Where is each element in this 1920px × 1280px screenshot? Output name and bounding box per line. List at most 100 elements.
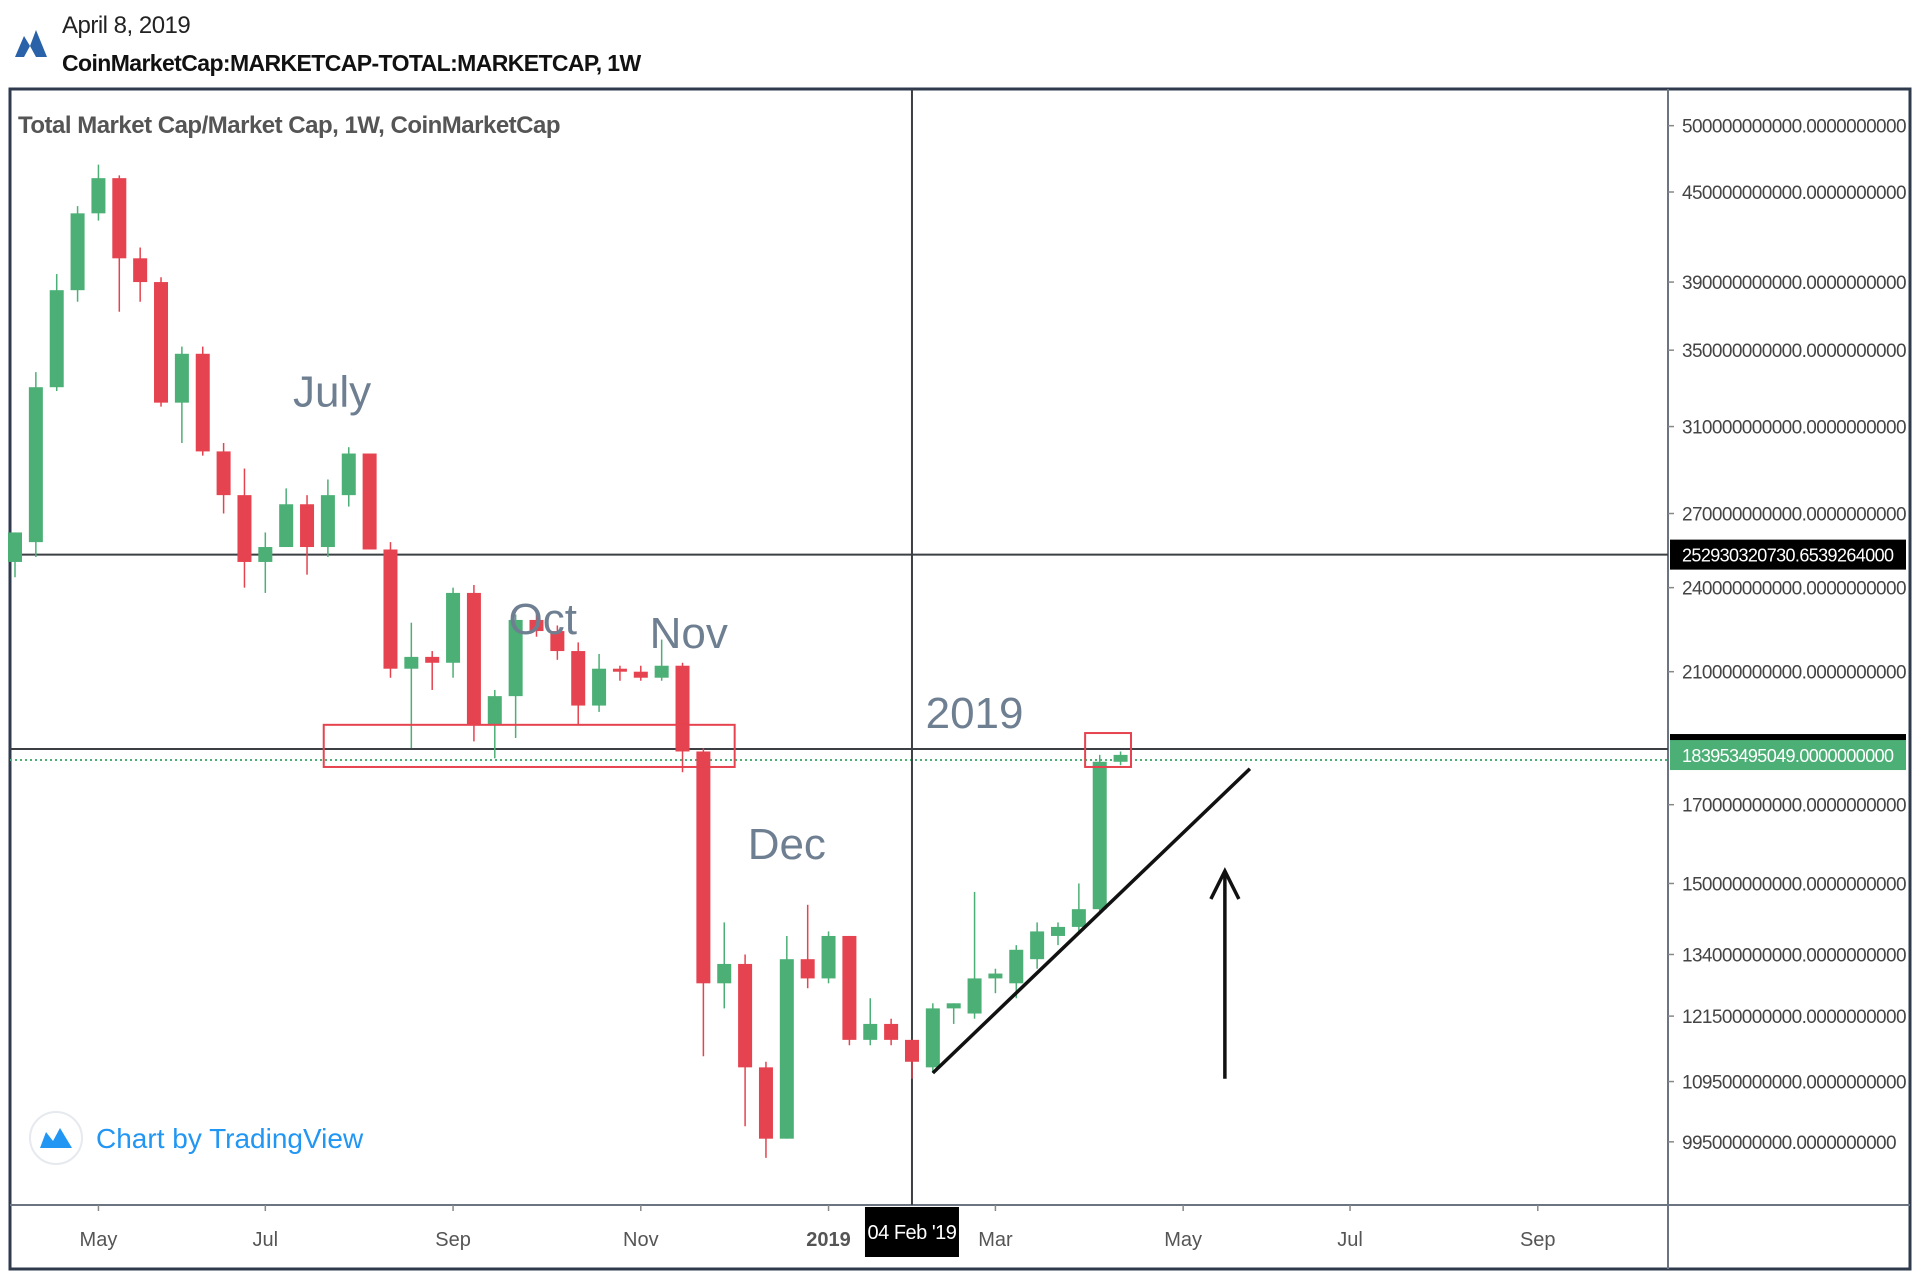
candle-down <box>466 585 481 742</box>
candle-up <box>28 372 43 557</box>
candle-down <box>758 1061 773 1158</box>
crosshair-time-badge <box>864 1207 959 1257</box>
candle-body <box>863 1023 878 1040</box>
candle-down <box>800 904 815 989</box>
candle-down <box>195 346 210 456</box>
candle-body <box>425 656 440 663</box>
price-badge <box>1670 539 1906 570</box>
candle-down <box>612 665 627 681</box>
candle-body <box>404 656 419 669</box>
candle-body <box>320 495 335 548</box>
price-tick-label: 450000000000.0000000000 <box>1682 183 1906 204</box>
tradingview-watermark[interactable]: Chart by TradingView <box>29 1111 364 1165</box>
candle-down <box>237 468 252 588</box>
candles <box>8 164 1128 1158</box>
candle-body <box>258 547 273 562</box>
time-tick-label: Sep <box>435 1229 471 1251</box>
candle-body <box>28 387 43 543</box>
candle-body <box>925 1008 940 1068</box>
candle-body <box>1092 761 1107 910</box>
candle-up <box>779 935 794 1139</box>
tradingview-logo-icon <box>14 26 48 60</box>
price-tick-label: 170000000000.0000000000 <box>1682 796 1906 817</box>
candle-up <box>279 488 294 548</box>
time-tick-label: Jul <box>253 1229 279 1251</box>
price-tick-label: 270000000000.0000000000 <box>1682 505 1906 526</box>
candle-down <box>696 748 711 1057</box>
candle-body <box>237 495 252 562</box>
candle-down <box>154 277 169 407</box>
time-tick-label: May <box>80 1229 118 1251</box>
candle-down <box>300 495 315 575</box>
chart-title: Total Market Cap/Market Cap, 1W, CoinMar… <box>18 112 560 139</box>
candle-body <box>904 1039 919 1062</box>
price-badge-label: 183953495049.0000000000 <box>1682 746 1894 766</box>
candle-body <box>571 651 586 706</box>
candle-body <box>842 935 857 1040</box>
candle-up <box>925 1003 940 1073</box>
price-tick-label: 109500000000.0000000000 <box>1682 1073 1906 1094</box>
candle-body <box>550 631 565 652</box>
price-tick-label: 121500000000.0000000000 <box>1682 1007 1906 1028</box>
candle-body <box>717 963 732 984</box>
price-badge-label: 252930320730.6539264000 <box>1682 546 1894 566</box>
candle-body <box>466 592 481 725</box>
candle-up <box>320 479 335 557</box>
annotation-label: Dec <box>748 820 826 869</box>
candle-body <box>133 258 148 283</box>
candle-body <box>1051 926 1065 936</box>
price-tick-label: 150000000000.0000000000 <box>1682 874 1906 895</box>
candle-body <box>300 504 315 548</box>
candle-body <box>8 532 22 562</box>
candle-body <box>1009 949 1024 984</box>
highlight-box <box>322 723 736 768</box>
candle-body <box>529 619 544 632</box>
candle-up <box>592 653 607 712</box>
candle-body <box>654 665 669 678</box>
annotations: July Oct Nov Dec 2019 <box>293 368 1024 869</box>
candle-up <box>988 968 1003 994</box>
candle-body <box>383 549 398 669</box>
chart-frame <box>8 87 1912 1271</box>
candle-body <box>821 935 836 979</box>
candle-body <box>446 592 461 663</box>
candle-body <box>738 963 753 1068</box>
horizontal-lines <box>10 553 1668 762</box>
candle-body <box>696 751 711 984</box>
candle-down <box>529 611 544 637</box>
candle-down <box>383 542 398 678</box>
price-tick-label: 500000000000.0000000000 <box>1682 117 1906 138</box>
candle-up <box>1113 751 1128 766</box>
candle-body <box>216 451 231 496</box>
candle-body <box>70 213 85 291</box>
candle-down <box>633 665 648 681</box>
candle-down <box>904 1039 919 1079</box>
watermark-text: Chart by TradingView <box>96 1123 364 1154</box>
candle-body <box>174 353 189 403</box>
time-tick-label: May <box>1164 1229 1202 1251</box>
candle-body <box>91 178 106 214</box>
price-tick-label: 310000000000.0000000000 <box>1682 418 1906 439</box>
candle-body <box>1030 931 1045 960</box>
price-tick-label: 390000000000.0000000000 <box>1682 273 1906 294</box>
candle-body <box>508 619 523 697</box>
annotation-label: Oct <box>509 595 577 644</box>
tradingview-cloud-icon <box>40 1128 72 1148</box>
snapshot-date: April 8, 2019 <box>62 12 191 39</box>
candle-body <box>779 959 794 1139</box>
annotation-label: Nov <box>650 609 728 658</box>
candle-up <box>1051 922 1065 946</box>
candle-body <box>112 178 127 259</box>
candle-body <box>988 973 1003 979</box>
candle-up <box>341 447 356 507</box>
chart-header: April 8, 2019 CoinMarketCap:MARKETCAP-TO… <box>0 0 1920 88</box>
candle-up <box>1030 922 1045 969</box>
candle-up <box>508 614 523 739</box>
time-tick-label: Jul <box>1337 1229 1363 1251</box>
candle-body <box>154 282 169 403</box>
candle-down <box>133 247 148 302</box>
candle-down <box>550 625 565 660</box>
candle-up <box>863 998 878 1046</box>
candle-down <box>362 453 377 550</box>
